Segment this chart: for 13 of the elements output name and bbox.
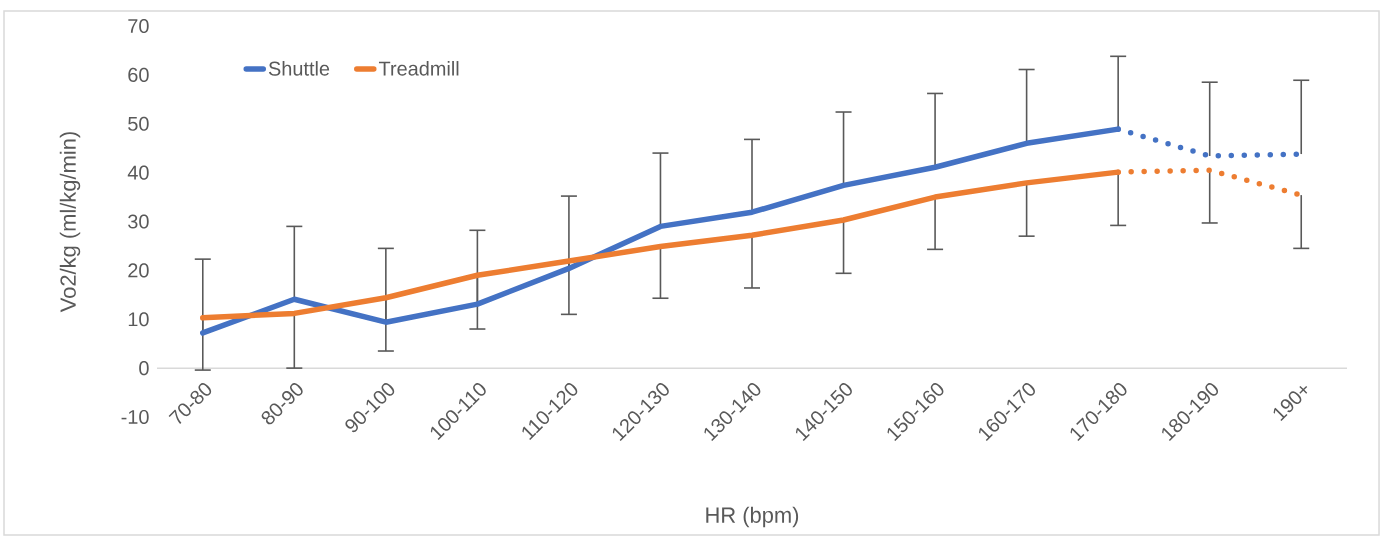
legend-label: Treadmill [378, 61, 459, 76]
x-axis-title: HR (bpm) [706, 506, 799, 528]
y-tick-label: 20 [128, 263, 149, 278]
y-tick-label: -10 [121, 409, 149, 425]
y-tick-label: 70 [128, 18, 149, 34]
y-tick-label: 50 [128, 116, 149, 131]
y-tick-label: 30 [128, 214, 149, 229]
y-tick-label: 10 [128, 312, 149, 327]
legend-label: Shuttle [268, 61, 330, 76]
y-tick-label: 0 [139, 361, 149, 376]
y-axis-title: Vo2/kg (ml/kg/min) [59, 132, 81, 313]
y-tick-label: 60 [128, 67, 149, 82]
y-tick-label: 40 [127, 165, 149, 180]
